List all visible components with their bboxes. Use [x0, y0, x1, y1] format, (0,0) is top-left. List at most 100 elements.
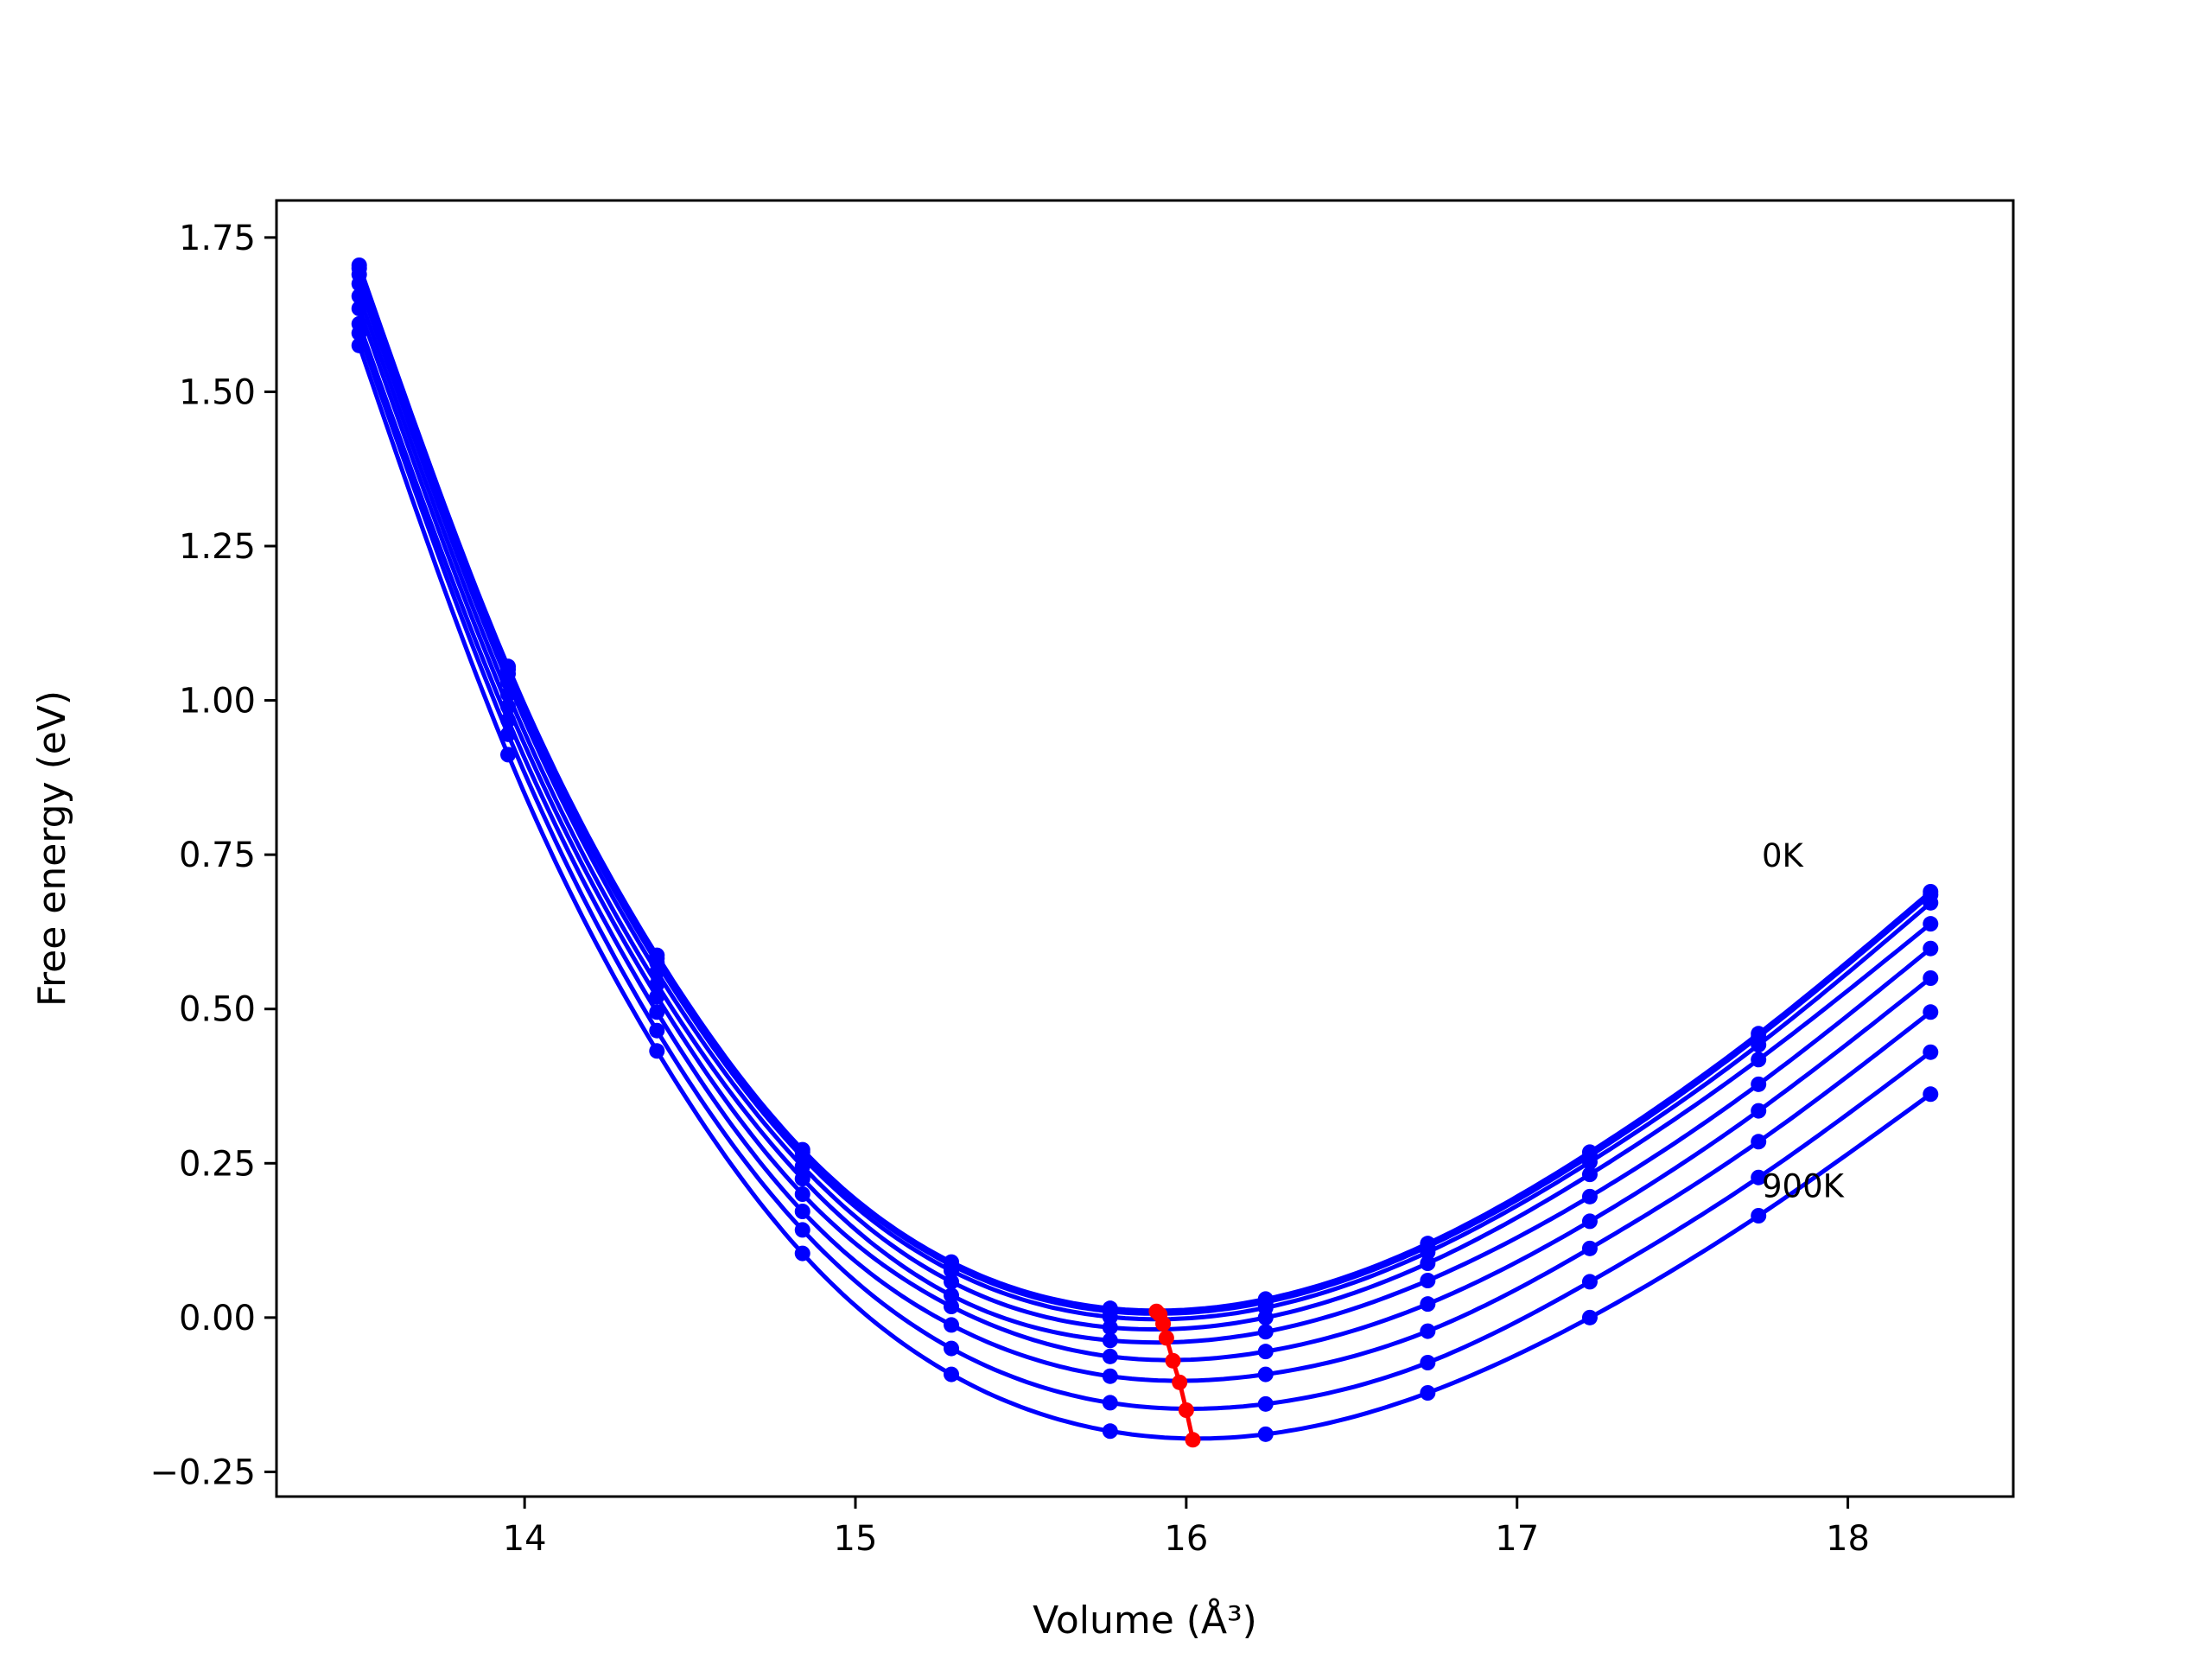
data-point: [1257, 1324, 1274, 1340]
minimum-point: [1155, 1316, 1172, 1332]
data-point: [1420, 1244, 1436, 1261]
x-tick-label: 17: [1495, 1519, 1539, 1559]
x-tick-label: 15: [834, 1519, 878, 1559]
data-point: [944, 1366, 960, 1382]
data-point: [1420, 1273, 1436, 1288]
minimum-point: [1172, 1374, 1188, 1390]
data-point: [1257, 1366, 1274, 1382]
y-tick-label: 1.50: [179, 372, 256, 412]
data-point: [1581, 1188, 1598, 1205]
x-axis-title: Volume (Å³): [1033, 1597, 1257, 1643]
data-point: [1581, 1213, 1598, 1230]
data-point: [1102, 1348, 1118, 1364]
y-tick-label: 0.00: [179, 1299, 256, 1338]
series-line-7: [357, 332, 1932, 1412]
y-tick-label: 1.25: [179, 527, 256, 567]
data-point: [351, 276, 367, 292]
data-point: [649, 988, 665, 1005]
temperature-annotation: 0K: [1762, 837, 1805, 874]
data-point: [649, 1022, 665, 1039]
data-point: [1257, 1426, 1274, 1442]
data-point: [500, 726, 516, 742]
series-line-6: [357, 323, 1932, 1383]
data-point: [1420, 1323, 1436, 1339]
data-point: [1102, 1332, 1118, 1349]
data-point: [1257, 1309, 1274, 1325]
y-axis-ticks: −0.25 0.00 0.25 0.50 0.75 1.00 1.25 1.50 1.75: [149, 219, 276, 1492]
series-line-8: [357, 345, 1932, 1441]
series-line-2: [357, 273, 1932, 1322]
x-tick-label: 14: [503, 1519, 547, 1559]
data-point: [1102, 1395, 1118, 1411]
x-axis-ticks: 14 15 16 17 18: [503, 1497, 1870, 1559]
data-point: [1102, 1319, 1118, 1336]
data-point: [1923, 894, 1939, 911]
y-tick-label: 0.75: [179, 836, 256, 875]
temperature-annotation: 900K: [1762, 1167, 1846, 1205]
y-tick-label: 0.50: [179, 990, 256, 1030]
data-point: [794, 1204, 810, 1219]
data-point: [351, 301, 367, 316]
plot-frame: [275, 199, 2015, 1498]
data-point: [1923, 940, 1939, 957]
data-point: [351, 337, 367, 353]
data-point: [794, 1245, 810, 1262]
y-tick-label: 0.25: [179, 1144, 256, 1184]
data-point: [1923, 1086, 1939, 1103]
y-tick-label: −0.25: [149, 1452, 256, 1492]
y-axis-title: Free energy (eV): [30, 690, 74, 1007]
data-point: [1102, 1423, 1118, 1440]
data-point: [794, 1158, 810, 1174]
data-point: [1420, 1355, 1436, 1370]
data-point: [1923, 1044, 1939, 1060]
data-point: [1751, 1134, 1767, 1150]
data-point: [1751, 1103, 1767, 1119]
data-point: [1581, 1309, 1598, 1325]
y-tick-label: 1.75: [179, 219, 256, 258]
data-point: [1420, 1255, 1436, 1271]
data-point: [351, 288, 367, 304]
energy-curves: [351, 257, 1939, 1442]
data-point: [649, 1043, 665, 1059]
data-point: [1751, 1076, 1767, 1092]
data-point: [944, 1287, 960, 1304]
data-point: [1581, 1274, 1598, 1290]
data-point: [1751, 1169, 1767, 1185]
data-point: [1581, 1166, 1598, 1183]
minimum-point: [1178, 1402, 1194, 1418]
minimum-curve: [1148, 1303, 1201, 1448]
data-point: [1751, 1208, 1767, 1224]
data-point: [944, 1274, 960, 1290]
data-point: [944, 1317, 960, 1333]
data-point: [1257, 1344, 1274, 1360]
data-point: [1923, 1004, 1939, 1020]
data-point: [1581, 1240, 1598, 1256]
data-point: [1751, 1052, 1767, 1068]
data-point: [1581, 1154, 1598, 1170]
series-line-4: [357, 295, 1932, 1345]
data-point: [794, 1222, 810, 1238]
series-line-5: [357, 308, 1932, 1363]
data-point: [1420, 1385, 1436, 1401]
data-point: [944, 1262, 960, 1279]
data-point: [500, 747, 516, 763]
data-point: [944, 1340, 960, 1357]
data-point: [351, 325, 367, 341]
data-point: [1257, 1395, 1274, 1412]
x-tick-label: 18: [1826, 1519, 1870, 1559]
data-point: [1923, 970, 1939, 986]
data-point: [1751, 1037, 1767, 1053]
data-point: [794, 1171, 810, 1187]
data-point: [944, 1299, 960, 1314]
x-tick-label: 16: [1164, 1519, 1208, 1559]
y-tick-label: 1.00: [179, 682, 256, 721]
minimum-point: [1185, 1432, 1201, 1448]
data-point: [1420, 1296, 1436, 1313]
data-point: [649, 1004, 665, 1020]
minimum-point: [1158, 1330, 1174, 1346]
chart-annotations: 0K 900K: [1762, 837, 1846, 1205]
series-line-3: [357, 283, 1932, 1332]
data-point: [794, 1186, 810, 1202]
